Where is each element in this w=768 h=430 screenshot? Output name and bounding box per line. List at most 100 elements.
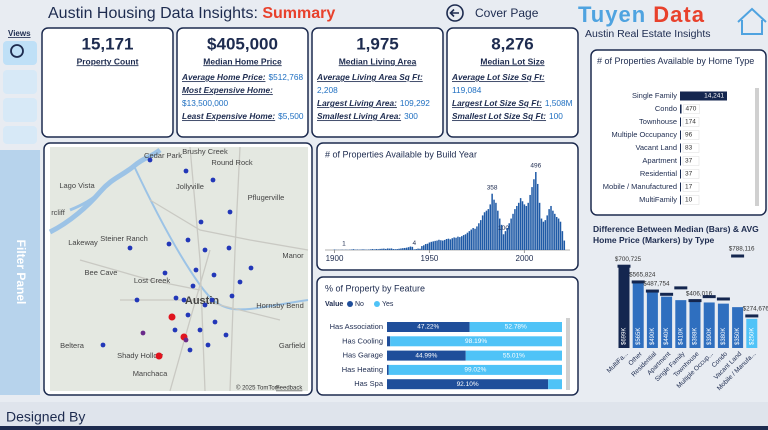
value-label: $565K <box>636 328 642 345</box>
kpi-detail-value: 100 <box>549 111 563 121</box>
x-tick-label: 2000 <box>516 254 534 263</box>
nav-link[interactable]: Cover Page <box>475 6 539 20</box>
filter-panel[interactable] <box>0 150 40 395</box>
bar <box>632 282 644 348</box>
value-label: 96 <box>685 132 693 139</box>
chart-title: Difference Between Median (Bars) & AVG Ho… <box>593 224 759 245</box>
bar <box>680 156 681 166</box>
marker <box>745 314 759 318</box>
marker <box>645 289 659 293</box>
bar <box>540 218 543 250</box>
map-place: Austin <box>185 295 220 307</box>
bar <box>529 194 531 250</box>
bar <box>409 246 412 250</box>
map-place: Jollyville <box>176 182 204 191</box>
marker <box>674 286 688 290</box>
road <box>189 146 206 392</box>
brand-tagline: Austin Real Estate Insights <box>585 28 710 40</box>
back-arrow <box>449 8 459 18</box>
bar <box>495 202 497 250</box>
bar <box>680 91 727 101</box>
value-label: 14,241 <box>704 93 724 100</box>
value-label: $350K <box>735 328 741 345</box>
category-label: Has Association <box>330 322 383 331</box>
bar <box>680 130 681 140</box>
bar-segment <box>387 350 466 361</box>
map-place: Garfield <box>279 341 305 350</box>
bar <box>472 227 474 250</box>
value-label: 17 <box>685 184 693 191</box>
bar <box>388 248 391 250</box>
category-label: Apartment <box>642 156 678 165</box>
map-attribution: © 2025 TomTom <box>236 385 280 392</box>
property-dot <box>166 241 172 247</box>
property-dot <box>100 342 106 348</box>
property-dot <box>202 247 208 253</box>
value-label: $410K <box>678 328 684 345</box>
kpi-detail-label: Least Expensive Home: <box>182 111 275 121</box>
bar <box>552 210 554 250</box>
kpi-detail-label: Largest Lot Size Sq Ft: <box>452 98 542 108</box>
category-label: Has Garage <box>343 351 383 360</box>
property-dot <box>210 177 216 183</box>
bar <box>449 239 452 250</box>
bar <box>516 205 518 250</box>
bar <box>352 249 355 250</box>
bar <box>661 296 673 348</box>
bar <box>377 249 379 250</box>
bar <box>514 209 516 250</box>
view-icon[interactable] <box>3 70 37 94</box>
bar <box>680 143 681 153</box>
bar <box>432 241 435 250</box>
property-dot <box>237 279 243 285</box>
property-dot <box>185 312 191 318</box>
value-label: $490K <box>650 328 656 345</box>
view-icon[interactable] <box>3 41 37 65</box>
map-area <box>50 147 308 391</box>
property-dot <box>190 283 196 289</box>
bar-segment <box>387 336 391 347</box>
bar <box>493 199 495 250</box>
bar <box>555 216 558 250</box>
view-icon[interactable] <box>3 126 37 144</box>
marker-label: $274,676 <box>743 306 768 313</box>
property-dot <box>155 352 163 360</box>
bar <box>680 169 681 179</box>
bar <box>646 290 658 348</box>
value-label: 358 <box>487 184 498 191</box>
value-label: 496 <box>530 163 541 170</box>
bar <box>468 231 471 250</box>
legend-label: Yes <box>382 301 394 308</box>
bar <box>419 248 421 250</box>
marker <box>702 295 716 299</box>
footer-strip <box>0 426 768 430</box>
bar <box>379 248 381 250</box>
kpi-detail-label: Most Expensive Home: <box>182 85 273 95</box>
brand-second: Data <box>653 2 705 27</box>
bar <box>517 202 520 250</box>
value-label: 99.02% <box>464 367 486 374</box>
legend-swatch <box>347 301 353 307</box>
bar <box>451 238 453 250</box>
back-icon[interactable] <box>446 4 464 22</box>
kpi-detail-value: $13,500,000 <box>182 98 229 108</box>
property-dot <box>226 245 232 251</box>
bar <box>426 243 429 250</box>
bar <box>491 193 493 250</box>
value-label: $380K <box>721 328 727 345</box>
bar-segment <box>387 364 389 375</box>
map-place: Pflugerville <box>248 193 285 202</box>
bar <box>459 237 461 250</box>
value-label: $250K <box>749 328 755 345</box>
footer <box>0 402 768 430</box>
category-label: Has Spa <box>354 379 384 388</box>
bar <box>510 218 512 250</box>
scrollbar <box>566 318 570 390</box>
property-dot <box>181 297 187 303</box>
bar <box>519 198 522 250</box>
chart-title: % of Property by Feature <box>325 283 425 293</box>
view-icon[interactable] <box>3 98 37 122</box>
property-dot <box>197 327 203 333</box>
water <box>69 190 102 212</box>
page-title: Austin Housing Data Insights: Summary <box>48 5 335 22</box>
